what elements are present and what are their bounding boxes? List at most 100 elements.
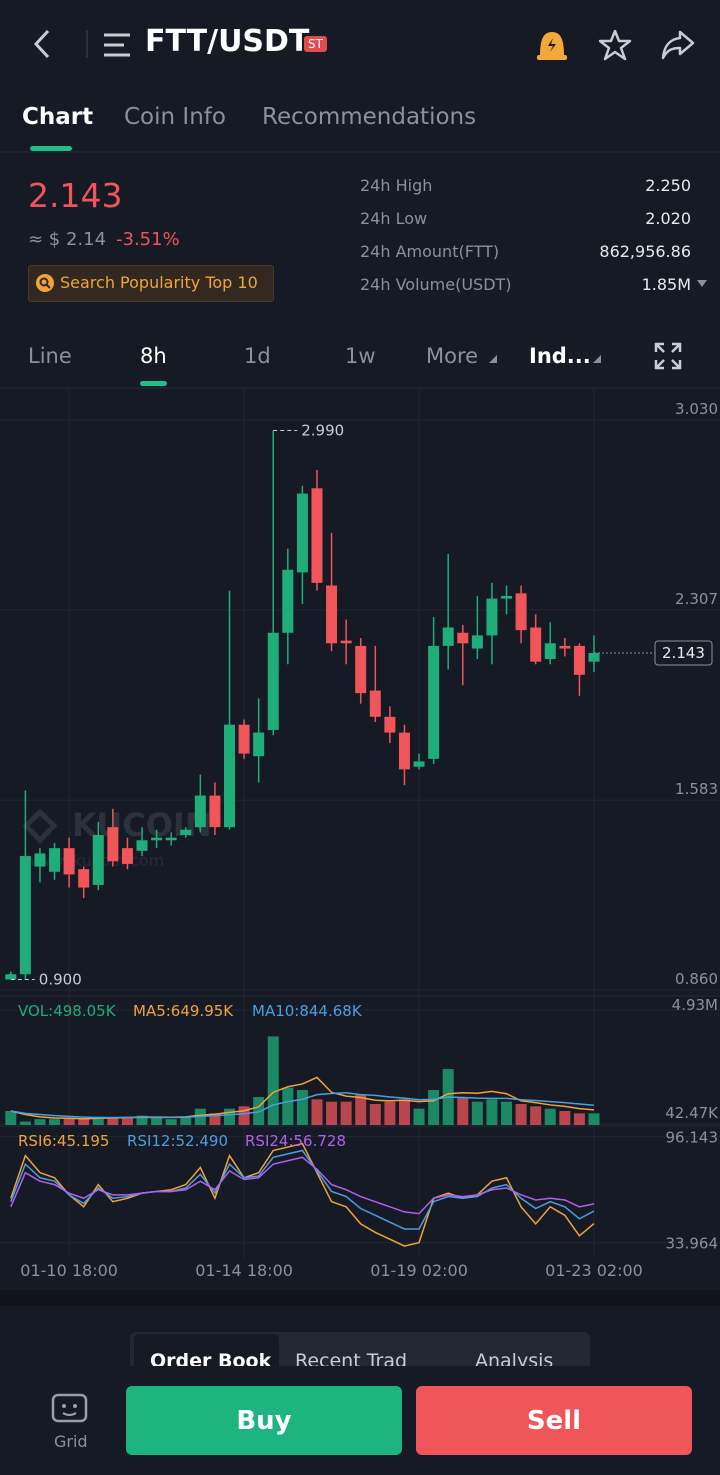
candle-body	[457, 632, 469, 644]
bottom-tab[interactable]: Recent Trad	[295, 1350, 408, 1366]
legend-entry: RSI12:52.490	[127, 1132, 228, 1150]
stat-label: 24h Amount(FTT)	[360, 242, 500, 261]
volume-bar	[282, 1087, 294, 1125]
candle-body	[515, 593, 527, 631]
candle-body	[5, 974, 17, 980]
y-tick-label: 33.964	[666, 1235, 719, 1253]
volume-bar	[238, 1106, 250, 1125]
bottom-tab[interactable]: Order Book	[150, 1350, 272, 1366]
volume-bar	[530, 1106, 542, 1125]
popularity-tag[interactable]	[28, 265, 274, 302]
volume-bar	[78, 1118, 90, 1125]
candle-body	[369, 690, 381, 717]
candle-body	[471, 635, 483, 649]
candle-body	[282, 569, 294, 633]
bottom-tab[interactable]: Analysis	[475, 1350, 554, 1366]
grid-icon[interactable]	[50, 1392, 90, 1426]
fullscreen-button[interactable]	[654, 342, 682, 370]
stat-value: 1.85M	[641, 275, 691, 294]
volume-bar	[224, 1108, 235, 1125]
stat-label: 24h Low	[360, 209, 428, 228]
candle-body	[573, 645, 585, 675]
tab[interactable]: Coin Info	[124, 104, 226, 130]
candle-body	[559, 645, 571, 649]
candle-body	[428, 645, 440, 759]
candle-body	[413, 761, 425, 767]
period-tab[interactable]: 8h	[140, 344, 167, 368]
y-tick-label: 1.583	[675, 780, 718, 798]
ma-line	[10, 1092, 595, 1119]
volume-bar	[398, 1099, 410, 1125]
icon-eye	[73, 1404, 77, 1408]
badge: ST	[304, 36, 327, 52]
back-icon	[33, 29, 50, 59]
candle-body	[209, 795, 221, 828]
candle-body	[34, 853, 46, 867]
candle-body	[78, 869, 90, 888]
tab[interactable]: Chart	[22, 104, 94, 130]
buy-button[interactable]: Buy	[126, 1386, 402, 1455]
volume-bar	[151, 1118, 163, 1125]
legend-entry: RSI24:56.728	[245, 1132, 346, 1150]
alert-button[interactable]	[534, 26, 570, 62]
favorite-button[interactable]	[597, 28, 633, 62]
volume-bar	[165, 1119, 177, 1125]
legend-entry: MA10:844.68K	[252, 1002, 363, 1020]
icon-lens	[39, 277, 49, 287]
menu-button[interactable]	[103, 32, 133, 58]
volume-bar	[573, 1113, 585, 1125]
volume-bar	[311, 1099, 323, 1125]
fullscreen-icon	[654, 342, 682, 370]
share-button[interactable]	[660, 28, 696, 62]
popularity-text: Search Popularity Top 10	[60, 273, 258, 292]
sell-button[interactable]: Sell	[416, 1386, 692, 1455]
last-price-box	[654, 640, 713, 666]
volume-bar	[296, 1090, 308, 1125]
section-gap	[0, 1290, 720, 1306]
candle-body	[530, 627, 542, 662]
active-tab-bg	[134, 1334, 279, 1366]
volume-bar	[267, 1036, 279, 1125]
volume-bar	[121, 1116, 133, 1125]
period-tab[interactable]: 1w	[345, 344, 376, 368]
candle-body	[340, 640, 352, 644]
period-tab[interactable]: Line	[28, 344, 72, 368]
candle-body	[151, 837, 163, 841]
volume-bar	[355, 1094, 367, 1125]
volume-bar	[326, 1101, 338, 1125]
legend-entry: RSI6:45.195	[18, 1132, 109, 1150]
share-icon	[661, 30, 695, 60]
volume-bar	[471, 1101, 483, 1125]
volume-bar	[428, 1090, 440, 1125]
candle-body	[63, 848, 75, 875]
period-tab[interactable]: More	[426, 344, 479, 368]
candle-body	[19, 856, 31, 975]
candle-body	[165, 837, 177, 841]
icon-frame	[51, 1393, 88, 1423]
candle-body	[92, 835, 104, 885]
period-tab[interactable]: 1d	[244, 344, 271, 368]
tab-indicator	[30, 146, 72, 151]
x-tick-label: 01-19 02:00	[370, 1261, 468, 1280]
y-tick-label: 2.307	[675, 590, 718, 608]
period-tab[interactable]: Ind...	[529, 344, 591, 368]
bolt	[548, 38, 556, 52]
candle-body	[253, 732, 265, 757]
rsi-line	[10, 1149, 595, 1230]
dropdown-caret	[489, 355, 497, 363]
back-button[interactable]	[28, 28, 58, 60]
candle-body	[398, 732, 410, 770]
y-tick-label: 42.47K	[665, 1104, 719, 1122]
x-tick-label: 01-23 02:00	[545, 1261, 643, 1280]
candle-body	[224, 724, 235, 828]
candle-body	[311, 488, 323, 583]
tab[interactable]: Recommendations	[262, 104, 477, 130]
volume-bar	[340, 1101, 352, 1125]
icon-handle	[45, 283, 51, 289]
icon-mouth	[62, 1412, 77, 1416]
volume-bar	[501, 1101, 513, 1125]
candle-body	[355, 645, 367, 694]
candle-body	[296, 493, 308, 573]
x-tick-label: 01-14 18:00	[195, 1261, 293, 1280]
